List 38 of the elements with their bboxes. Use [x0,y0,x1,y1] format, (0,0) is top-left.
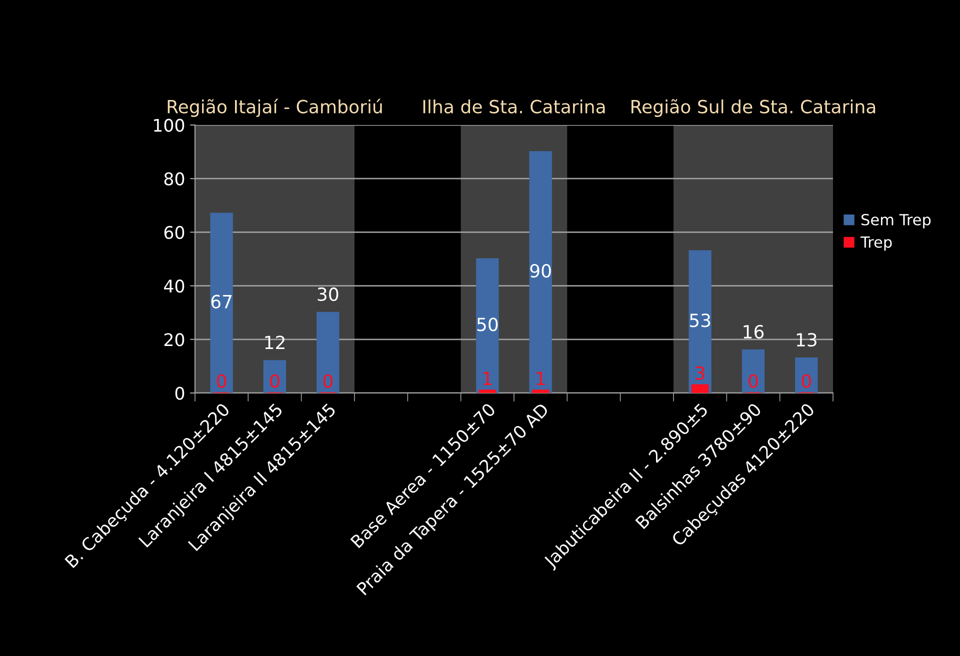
y-tick-label: 100 [154,118,184,132]
legend-label: Trep [860,236,892,251]
data-label: 1 [484,372,492,385]
band-label: Região Sul de Sta. Catarina [632,99,876,117]
data-label: 1 [536,372,545,385]
data-label: 12 [265,336,284,350]
data-label: 50 [477,318,498,332]
bar [478,390,496,393]
data-label: 16 [744,324,764,339]
bar [210,212,233,393]
bar [795,357,818,393]
data-label: 0 [748,374,758,388]
data-label: 53 [690,314,710,328]
bar [532,390,550,393]
bar [263,360,286,393]
data-label: 13 [796,332,816,347]
bar [742,349,765,393]
y-tick-label: 20 [164,333,184,346]
bar [691,384,709,393]
band-label: Região Itajaí - Camboriú [168,98,382,117]
bar [529,151,552,393]
y-tick-label: 0 [175,386,184,400]
data-label: 0 [802,374,811,388]
data-label: 30 [318,287,338,302]
y-tick-label: 60 [164,226,184,240]
y-tick-label: 40 [164,280,184,293]
band-label: Ilha de Sta. Catarina [423,99,605,114]
y-tick-label: 80 [164,172,184,186]
data-label: 0 [323,374,332,388]
data-label: 0 [270,374,280,388]
bar [476,258,499,393]
bar [316,312,340,393]
bar [688,250,712,393]
data-label: 67 [211,294,232,308]
data-label: 3 [696,366,704,380]
legend-label: Sem Trep [862,214,931,228]
data-label: 90 [530,264,551,278]
data-label: 0 [217,374,226,388]
